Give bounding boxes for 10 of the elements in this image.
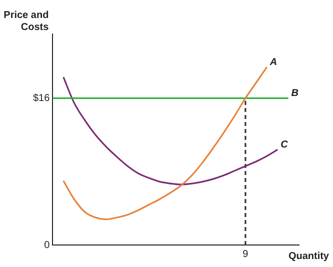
line-series — [62, 76, 278, 186]
series-label: C — [280, 139, 289, 150]
series-label: A — [268, 56, 278, 68]
x-axis-title: Quantity — [288, 250, 330, 262]
line-series — [62, 66, 268, 220]
y-tick-label: $16 — [32, 92, 50, 104]
series-label: B — [291, 88, 299, 99]
x-tick-label: 9 — [242, 248, 249, 260]
y-tick-label: 0 — [44, 240, 50, 251]
y-axis-title: Price and Costs — [4, 10, 50, 33]
